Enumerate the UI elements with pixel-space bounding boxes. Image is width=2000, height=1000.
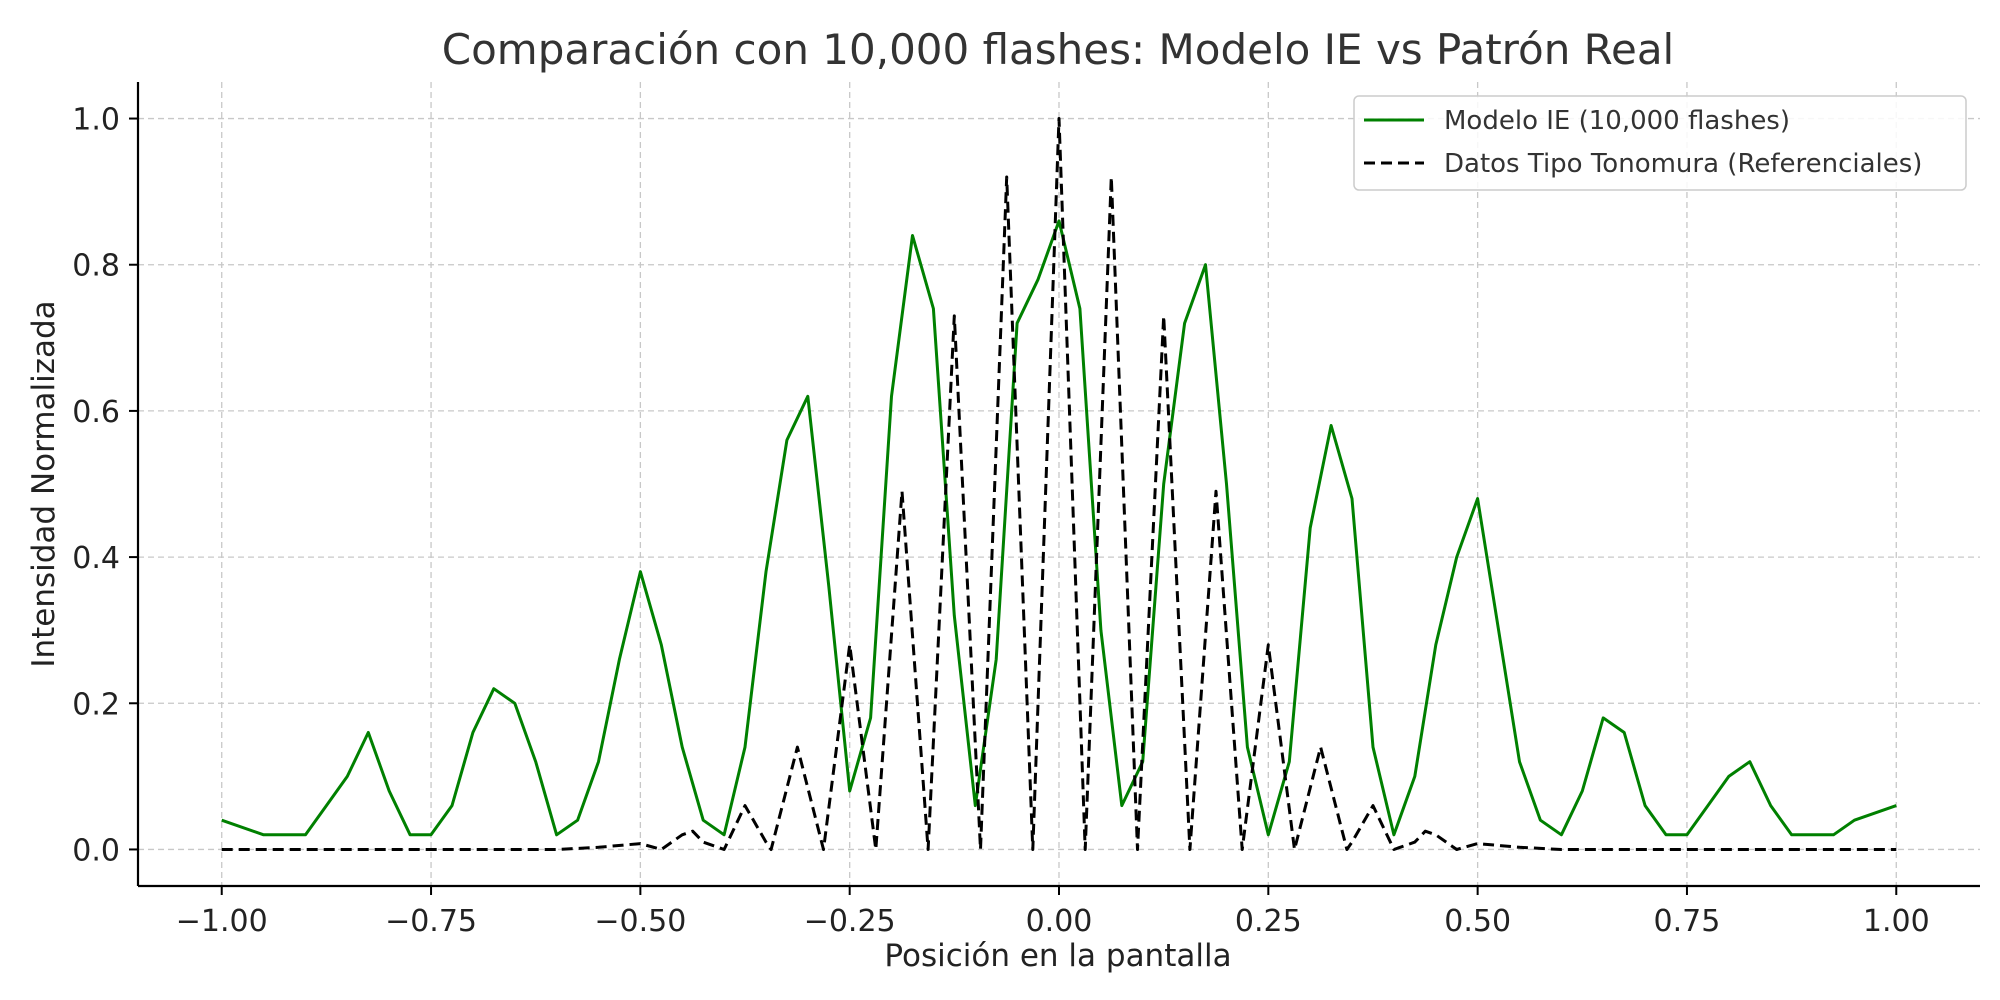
- y-ticks: 0.0 0.2 0.4 0.6 0.8 1.0: [72, 103, 138, 868]
- x-tick-label: 0.75: [1654, 904, 1721, 939]
- legend-label-tonomura: Datos Tipo Tonomura (Referenciales): [1444, 149, 1922, 179]
- y-tick-label: 0.4: [72, 541, 120, 576]
- y-tick-label: 0.6: [72, 395, 120, 430]
- legend-label-modelo: Modelo IE (10,000 flashes): [1444, 106, 1790, 136]
- x-tick-label: −0.25: [804, 904, 896, 939]
- series-line-modelo-ie: [221, 219, 1897, 837]
- legend: Modelo IE (10,000 flashes) Datos Tipo To…: [1353, 95, 1967, 191]
- x-tick-label: 0.50: [1444, 904, 1511, 939]
- y-tick-label: 0.0: [72, 833, 120, 868]
- y-axis-label: Intensidad Normalizada: [26, 300, 62, 667]
- y-tick-label: 0.8: [72, 249, 120, 284]
- chart-title: Comparación con 10,000 flashes: Modelo I…: [442, 25, 1674, 74]
- series-layer: [221, 117, 1897, 851]
- x-axis-label: Posición en la pantalla: [884, 938, 1231, 974]
- x-tick-label: 0.00: [1026, 904, 1093, 939]
- series-line-tonomura: [221, 117, 1897, 851]
- x-ticks: −1.00 −0.75 −0.50 −0.25 0.00 0.25 0.50 0.75 1.00: [176, 886, 1930, 939]
- legend-frame: [1353, 95, 1967, 191]
- grid: [138, 82, 1980, 886]
- y-tick-label: 0.2: [72, 687, 120, 722]
- x-tick-label: −0.75: [385, 904, 477, 939]
- y-tick-label: 1.0: [72, 103, 120, 138]
- x-tick-label: −0.50: [594, 904, 686, 939]
- x-tick-label: −1.00: [176, 904, 268, 939]
- x-tick-label: 0.25: [1235, 904, 1302, 939]
- x-tick-label: 1.00: [1863, 904, 1930, 939]
